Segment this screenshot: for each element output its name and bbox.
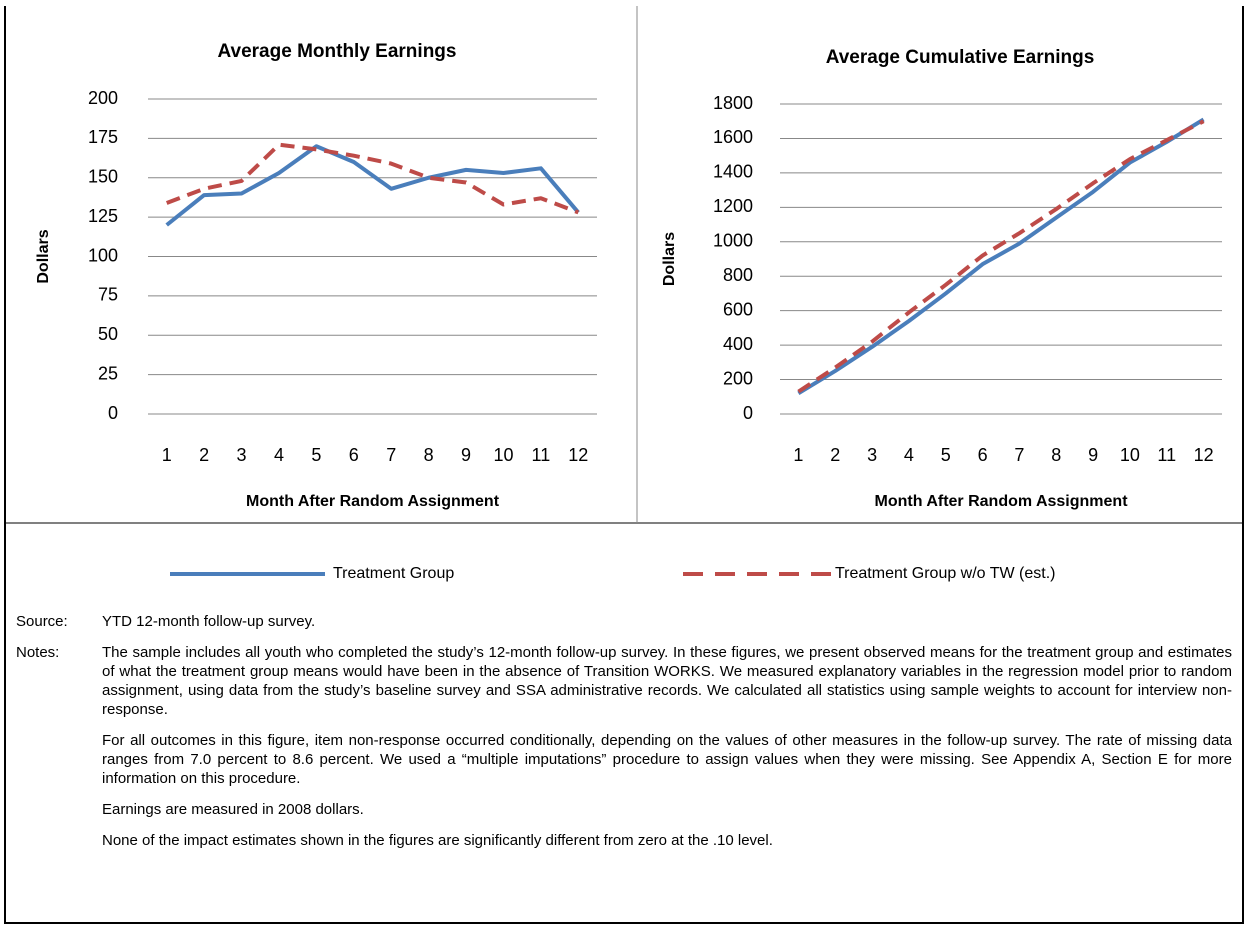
x-tick-label: 5: [941, 445, 951, 465]
legend-label: Treatment Group: [333, 565, 454, 582]
x-tick-label: 9: [461, 445, 471, 465]
x-tick-label: 8: [1051, 445, 1061, 465]
notes: Source: YTD 12-month follow-up survey. No…: [16, 612, 1232, 862]
y-axis-label: Dollars: [661, 232, 678, 286]
y-tick-label: 175: [88, 127, 118, 147]
x-tick-label: 11: [532, 445, 551, 465]
y-tick-label: 0: [743, 403, 753, 423]
x-tick-label: 11: [1157, 445, 1176, 465]
y-tick-label: 400: [723, 334, 753, 354]
x-tick-label: 5: [311, 445, 321, 465]
x-tick-label: 6: [349, 445, 359, 465]
legend-label: Treatment Group w/o TW (est.): [835, 565, 1056, 582]
chart-title: Average Cumulative Earnings: [826, 47, 1095, 68]
notes-label: Notes:: [16, 644, 60, 661]
y-tick-label: 150: [88, 167, 118, 187]
x-tick-label: 4: [904, 445, 914, 465]
x-tick-label: 3: [237, 445, 247, 465]
series-line: [165, 142, 580, 215]
figure-frame: [4, 6, 1244, 924]
x-tick-label: 7: [1014, 445, 1024, 465]
x-tick-label: 7: [386, 445, 396, 465]
y-tick-label: 1400: [713, 162, 753, 182]
charts: Average Monthly Earnings Dollars Month Aft…: [4, 6, 1244, 582]
y-tick-label: 50: [98, 324, 118, 344]
note-paragraph: None of the impact estimates shown in th…: [102, 832, 773, 849]
x-tick-label: 2: [830, 445, 840, 465]
y-tick-label: 25: [98, 363, 118, 383]
x-tick-label: 2: [199, 445, 209, 465]
y-tick-label: 200: [88, 88, 118, 108]
note-paragraph: The sample includes all youth who comple…: [102, 644, 1232, 718]
x-tick-label: 4: [274, 445, 284, 465]
x-tick-label: 1: [162, 445, 172, 465]
y-tick-label: 125: [88, 206, 118, 226]
x-tick-label: 9: [1088, 445, 1098, 465]
y-tick-label: 1800: [713, 93, 753, 113]
source-row: Source: YTD 12-month follow-up survey.: [16, 612, 1232, 631]
x-tick-label: 12: [568, 445, 588, 465]
series-line: [797, 117, 1205, 396]
y-tick-label: 0: [108, 403, 118, 423]
x-tick-label: 1: [793, 445, 803, 465]
y-tick-label: 1000: [713, 231, 753, 251]
x-tick-label: 12: [1194, 445, 1214, 465]
y-axis-label: Dollars: [35, 229, 52, 283]
source-text: YTD 12-month follow-up survey.: [102, 613, 316, 630]
y-tick-label: 1600: [713, 127, 753, 147]
y-tick-label: 600: [723, 299, 753, 319]
source-label: Source:: [16, 613, 68, 630]
chart-title: Average Monthly Earnings: [218, 41, 457, 62]
y-tick-label: 75: [98, 285, 118, 305]
y-tick-label: 200: [723, 368, 753, 388]
x-tick-label: 10: [493, 445, 513, 465]
y-tick-label: 1200: [713, 196, 753, 216]
x-tick-label: 3: [867, 445, 877, 465]
x-tick-label: 10: [1120, 445, 1140, 465]
note-paragraph: For all outcomes in this figure, item no…: [102, 732, 1232, 787]
x-tick-label: 8: [424, 445, 434, 465]
y-tick-label: 800: [723, 265, 753, 285]
notes-row: Notes: The sample includes all youth who …: [16, 643, 1232, 719]
note-paragraph: Earnings are measured in 2008 dollars.: [102, 801, 364, 818]
x-tick-label: 6: [978, 445, 988, 465]
series-line: [165, 144, 580, 227]
y-tick-label: 100: [88, 245, 118, 265]
x-axis-label: Month After Random Assignment: [874, 493, 1128, 510]
series-line: [797, 119, 1205, 394]
x-axis-label: Month After Random Assignment: [246, 493, 500, 510]
